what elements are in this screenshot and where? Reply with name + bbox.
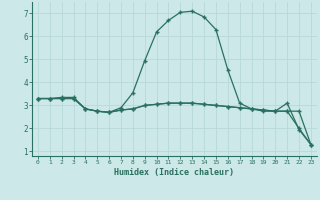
X-axis label: Humidex (Indice chaleur): Humidex (Indice chaleur): [115, 168, 234, 177]
